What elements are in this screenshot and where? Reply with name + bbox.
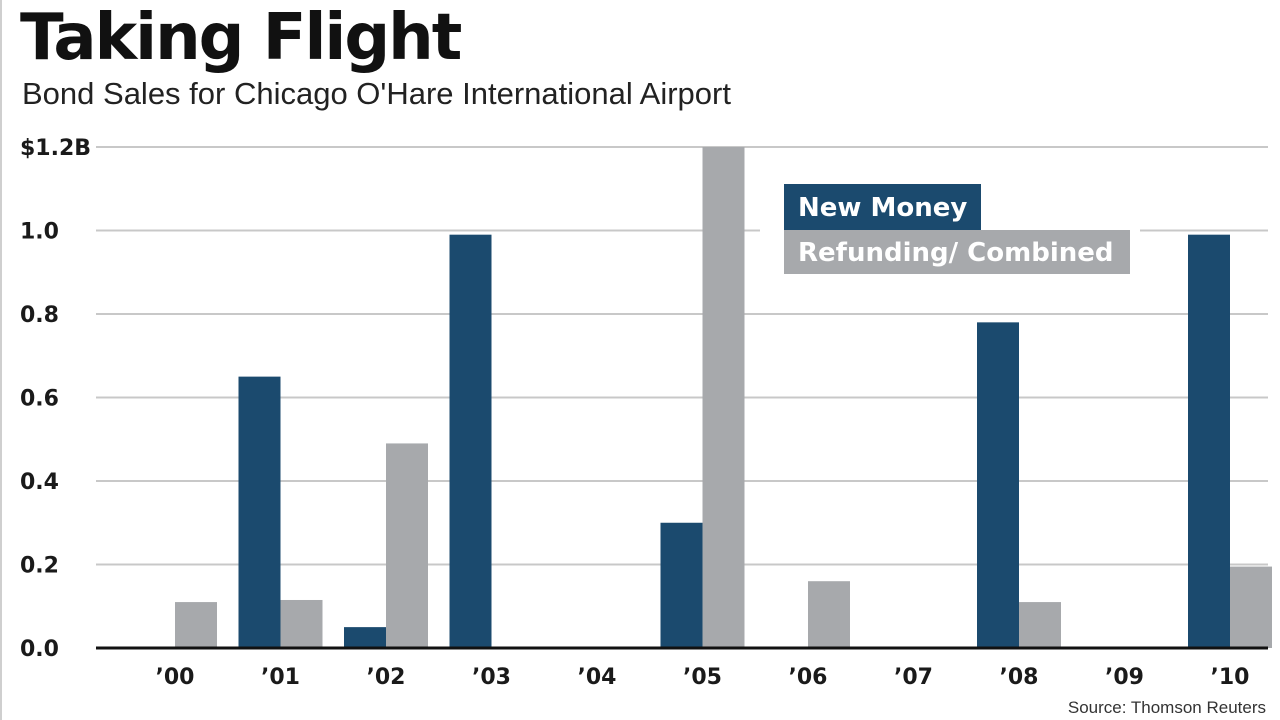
x-tick-label: ’08	[1000, 665, 1039, 690]
bar-new-money	[977, 322, 1019, 648]
y-tick-label: 1.0	[20, 220, 59, 245]
y-tick-label: 0.2	[20, 554, 59, 579]
bar-new-money	[449, 234, 492, 649]
y-tick-label: $1.2B	[20, 136, 91, 161]
bar-new-money	[1188, 234, 1230, 649]
bar-refunding-combined	[386, 443, 428, 648]
bar-new-money	[660, 522, 703, 648]
x-tick-label: ’02	[367, 665, 406, 690]
y-tick-label: 0.0	[20, 637, 59, 662]
bar-refunding-combined	[1230, 566, 1272, 648]
bar-new-money	[344, 627, 386, 648]
x-tick-label: ’07	[894, 665, 933, 690]
bar-chart: 0.0 0.2 0.4 0.6 0.8 1.0 $1.2B ’00 ’01 ’02 ’03 ’04 ’0…	[20, 136, 1272, 690]
bar-new-money	[238, 376, 281, 648]
legend-swatch-refunding	[784, 230, 1130, 274]
x-tick-label: ’03	[472, 665, 511, 690]
chart-title: Taking Flight	[20, 1, 462, 75]
x-tick-label: ’06	[789, 665, 828, 690]
x-tick-label: ’10	[1211, 665, 1250, 690]
source-note: Source: Thomson Reuters	[1067, 698, 1266, 717]
bars	[175, 147, 1272, 649]
legend-label-new-money: New Money	[798, 193, 967, 223]
chart-frame-edge	[0, 0, 2, 720]
y-tick-label: 0.8	[20, 303, 59, 328]
axes: 0.0 0.2 0.4 0.6 0.8 1.0 $1.2B ’00 ’01 ’02 ’03 ’04 ’0…	[20, 136, 1268, 690]
x-tick-label: ’09	[1105, 665, 1144, 690]
bar-refunding-combined	[1019, 602, 1061, 648]
legend: New Money Refunding/ Combined	[760, 176, 1140, 280]
bar-refunding-combined	[702, 147, 745, 648]
y-tick-label: 0.6	[20, 387, 59, 412]
chart-subtitle: Bond Sales for Chicago O'Hare Internatio…	[22, 76, 731, 111]
bar-refunding-combined	[808, 581, 850, 648]
legend-swatch-new-money	[784, 184, 981, 230]
bar-refunding-combined	[280, 599, 323, 648]
x-tick-label: ’04	[578, 665, 617, 690]
x-tick-label: ’05	[683, 665, 722, 690]
legend-label-refunding: Refunding/ Combined	[798, 238, 1114, 268]
x-tick-label: ’00	[156, 665, 195, 690]
y-tick-label: 0.4	[20, 470, 59, 495]
bar-refunding-combined	[175, 602, 217, 648]
x-tick-label: ’01	[261, 665, 300, 690]
